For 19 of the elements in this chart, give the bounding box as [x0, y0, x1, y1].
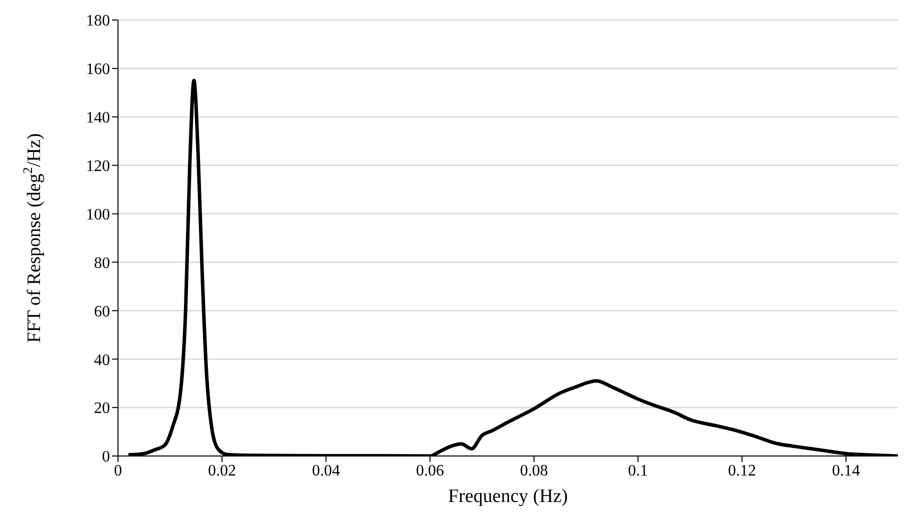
x-tick-label: 0.14: [832, 462, 860, 480]
y-tick-label: 140: [86, 110, 110, 127]
y-tick-label: 180: [86, 12, 110, 30]
x-tick-label: 0: [114, 462, 122, 480]
x-tick-label: 0.12: [728, 462, 756, 480]
y-tick-label: 0: [102, 448, 110, 466]
x-tick-label: 0.04: [312, 462, 340, 480]
x-axis-title: Frequency (Hz): [448, 486, 568, 507]
x-tick-label: 0.02: [208, 462, 236, 480]
x-tick-label: 0.1: [628, 462, 648, 480]
y-tick-label: 120: [86, 158, 110, 176]
x-tick-label: 0.06: [416, 462, 444, 480]
y-tick-label: 60: [94, 303, 110, 320]
y-tick-label: 80: [94, 254, 110, 272]
y-tick-label: 100: [86, 206, 110, 224]
x-tick-label: 0.08: [520, 462, 548, 480]
y-tick-label: 20: [94, 400, 110, 418]
y-tick-label: 40: [94, 352, 110, 369]
y-tick-label: 160: [86, 61, 110, 78]
